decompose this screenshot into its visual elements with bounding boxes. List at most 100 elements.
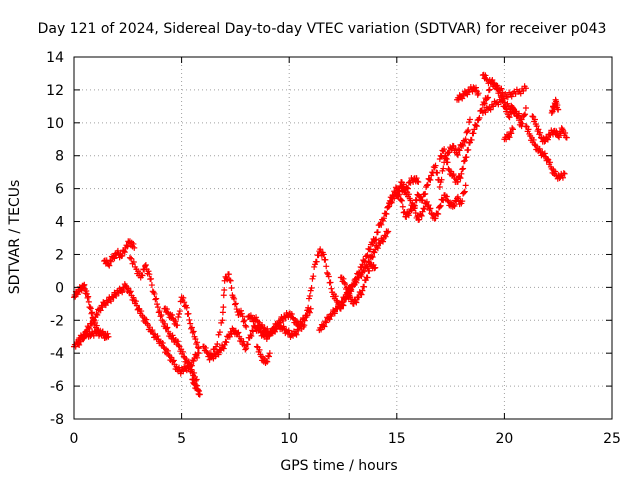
data-point-track-o xyxy=(462,136,469,143)
data-point-track-o xyxy=(438,176,445,183)
data-point-track-r xyxy=(475,90,482,97)
data-point-track-q xyxy=(485,94,492,101)
data-point-track-e xyxy=(130,259,137,266)
data-point-track-j xyxy=(271,328,278,335)
data-point-track-a xyxy=(190,358,197,365)
data-point-track-m xyxy=(323,319,330,326)
data-point-track-h xyxy=(288,311,295,318)
data-point-track-l xyxy=(311,263,318,270)
data-point-track-n xyxy=(343,284,350,291)
data-point-track-l xyxy=(414,178,421,185)
data-point-track-m xyxy=(368,253,375,260)
data-point-track-l xyxy=(367,246,374,253)
data-point-track-q xyxy=(460,158,467,165)
data-point-track-l xyxy=(305,304,312,311)
data-point-track-q xyxy=(506,114,513,121)
data-point-track-e xyxy=(139,272,146,279)
data-point-track-t xyxy=(522,85,529,92)
x-tick-label: 20 xyxy=(495,431,513,447)
data-point-track-n xyxy=(342,281,349,288)
data-point-track-o xyxy=(465,127,472,134)
data-point-track-t xyxy=(508,93,515,100)
data-point-track-d xyxy=(124,243,131,250)
data-point-track-j xyxy=(293,331,300,338)
data-point-track-j xyxy=(253,314,260,321)
data-point-track-e xyxy=(169,332,176,339)
x-tick-label: 15 xyxy=(388,431,406,447)
data-point-track-p xyxy=(421,206,428,213)
y-tick-label: -4 xyxy=(50,346,64,362)
data-point-track-f xyxy=(176,311,183,318)
y-axis-label: SDTVAR / TECUs xyxy=(7,180,23,295)
data-point-track-p xyxy=(417,211,424,218)
data-point-track-s xyxy=(516,110,523,117)
chart-title: Day 121 of 2024, Sidereal Day-to-day VTE… xyxy=(38,21,607,37)
data-point-track-l xyxy=(307,287,314,294)
data-point-track-l xyxy=(310,273,317,280)
data-point-track-t xyxy=(498,85,505,92)
data-point-track-a xyxy=(164,347,171,354)
data-point-track-q xyxy=(471,126,478,133)
data-point-track-c xyxy=(105,333,112,340)
data-point-track-o xyxy=(452,145,459,152)
data-point-track-t xyxy=(482,72,489,79)
grid xyxy=(74,57,612,419)
data-point-track-n xyxy=(358,291,365,298)
data-point-track-v xyxy=(541,150,548,157)
data-point-track-n xyxy=(340,275,347,282)
data-point-track-e xyxy=(152,296,159,303)
data-point-track-f xyxy=(194,339,201,346)
data-point-track-a xyxy=(126,289,133,296)
data-point-track-b xyxy=(89,309,96,316)
data-point-track-l xyxy=(380,217,387,224)
data-point-track-c xyxy=(99,328,106,335)
data-point-track-i xyxy=(211,346,218,353)
data-point-track-d xyxy=(111,255,118,262)
data-point-track-a xyxy=(108,298,115,305)
data-point-track-e xyxy=(164,324,171,331)
data-point-track-b xyxy=(84,294,91,301)
data-point-track-a xyxy=(99,304,106,311)
data-point-track-e xyxy=(185,359,192,366)
data-point-track-n xyxy=(353,299,360,306)
y-tick-label: -2 xyxy=(50,313,64,329)
data-point-track-k xyxy=(265,353,272,360)
data-point-track-m xyxy=(326,316,333,323)
data-point-track-m xyxy=(374,243,381,250)
data-point-track-l xyxy=(325,273,332,280)
data-point-track-m xyxy=(342,294,349,301)
data-point-track-o xyxy=(424,181,431,188)
data-point-track-m xyxy=(385,228,392,235)
data-point-track-l xyxy=(332,293,339,300)
data-point-track-a xyxy=(138,308,145,315)
data-point-track-l xyxy=(328,285,335,292)
data-point-track-u xyxy=(508,130,515,137)
y-tick-label: 4 xyxy=(55,215,64,231)
data-point-track-l xyxy=(383,210,390,217)
data-point-track-n xyxy=(366,267,373,274)
data-point-track-o xyxy=(398,197,405,204)
data-point-track-q xyxy=(444,159,451,166)
data-point-track-i xyxy=(231,301,238,308)
data-point-track-t xyxy=(503,93,510,100)
plot-frame xyxy=(73,56,613,420)
data-point-track-d xyxy=(106,262,113,269)
data-point-track-k xyxy=(263,358,270,365)
data-point-track-e xyxy=(163,325,170,332)
data-point-track-t xyxy=(494,82,501,89)
data-point-track-w xyxy=(541,138,548,145)
data-point-track-i xyxy=(220,292,227,299)
data-point-track-e xyxy=(153,295,160,302)
data-point-track-b xyxy=(83,290,90,297)
data-point-track-i xyxy=(223,275,230,282)
data-point-track-h xyxy=(243,345,250,352)
data-point-track-o xyxy=(427,177,434,184)
data-point-track-o xyxy=(440,165,447,172)
data-point-track-w xyxy=(544,136,551,143)
data-point-track-p xyxy=(425,202,432,209)
data-point-track-h xyxy=(223,339,230,346)
data-point-track-a xyxy=(194,354,201,361)
data-point-track-o xyxy=(466,116,473,123)
data-point-track-q xyxy=(486,86,493,93)
data-point-track-a xyxy=(119,289,126,296)
